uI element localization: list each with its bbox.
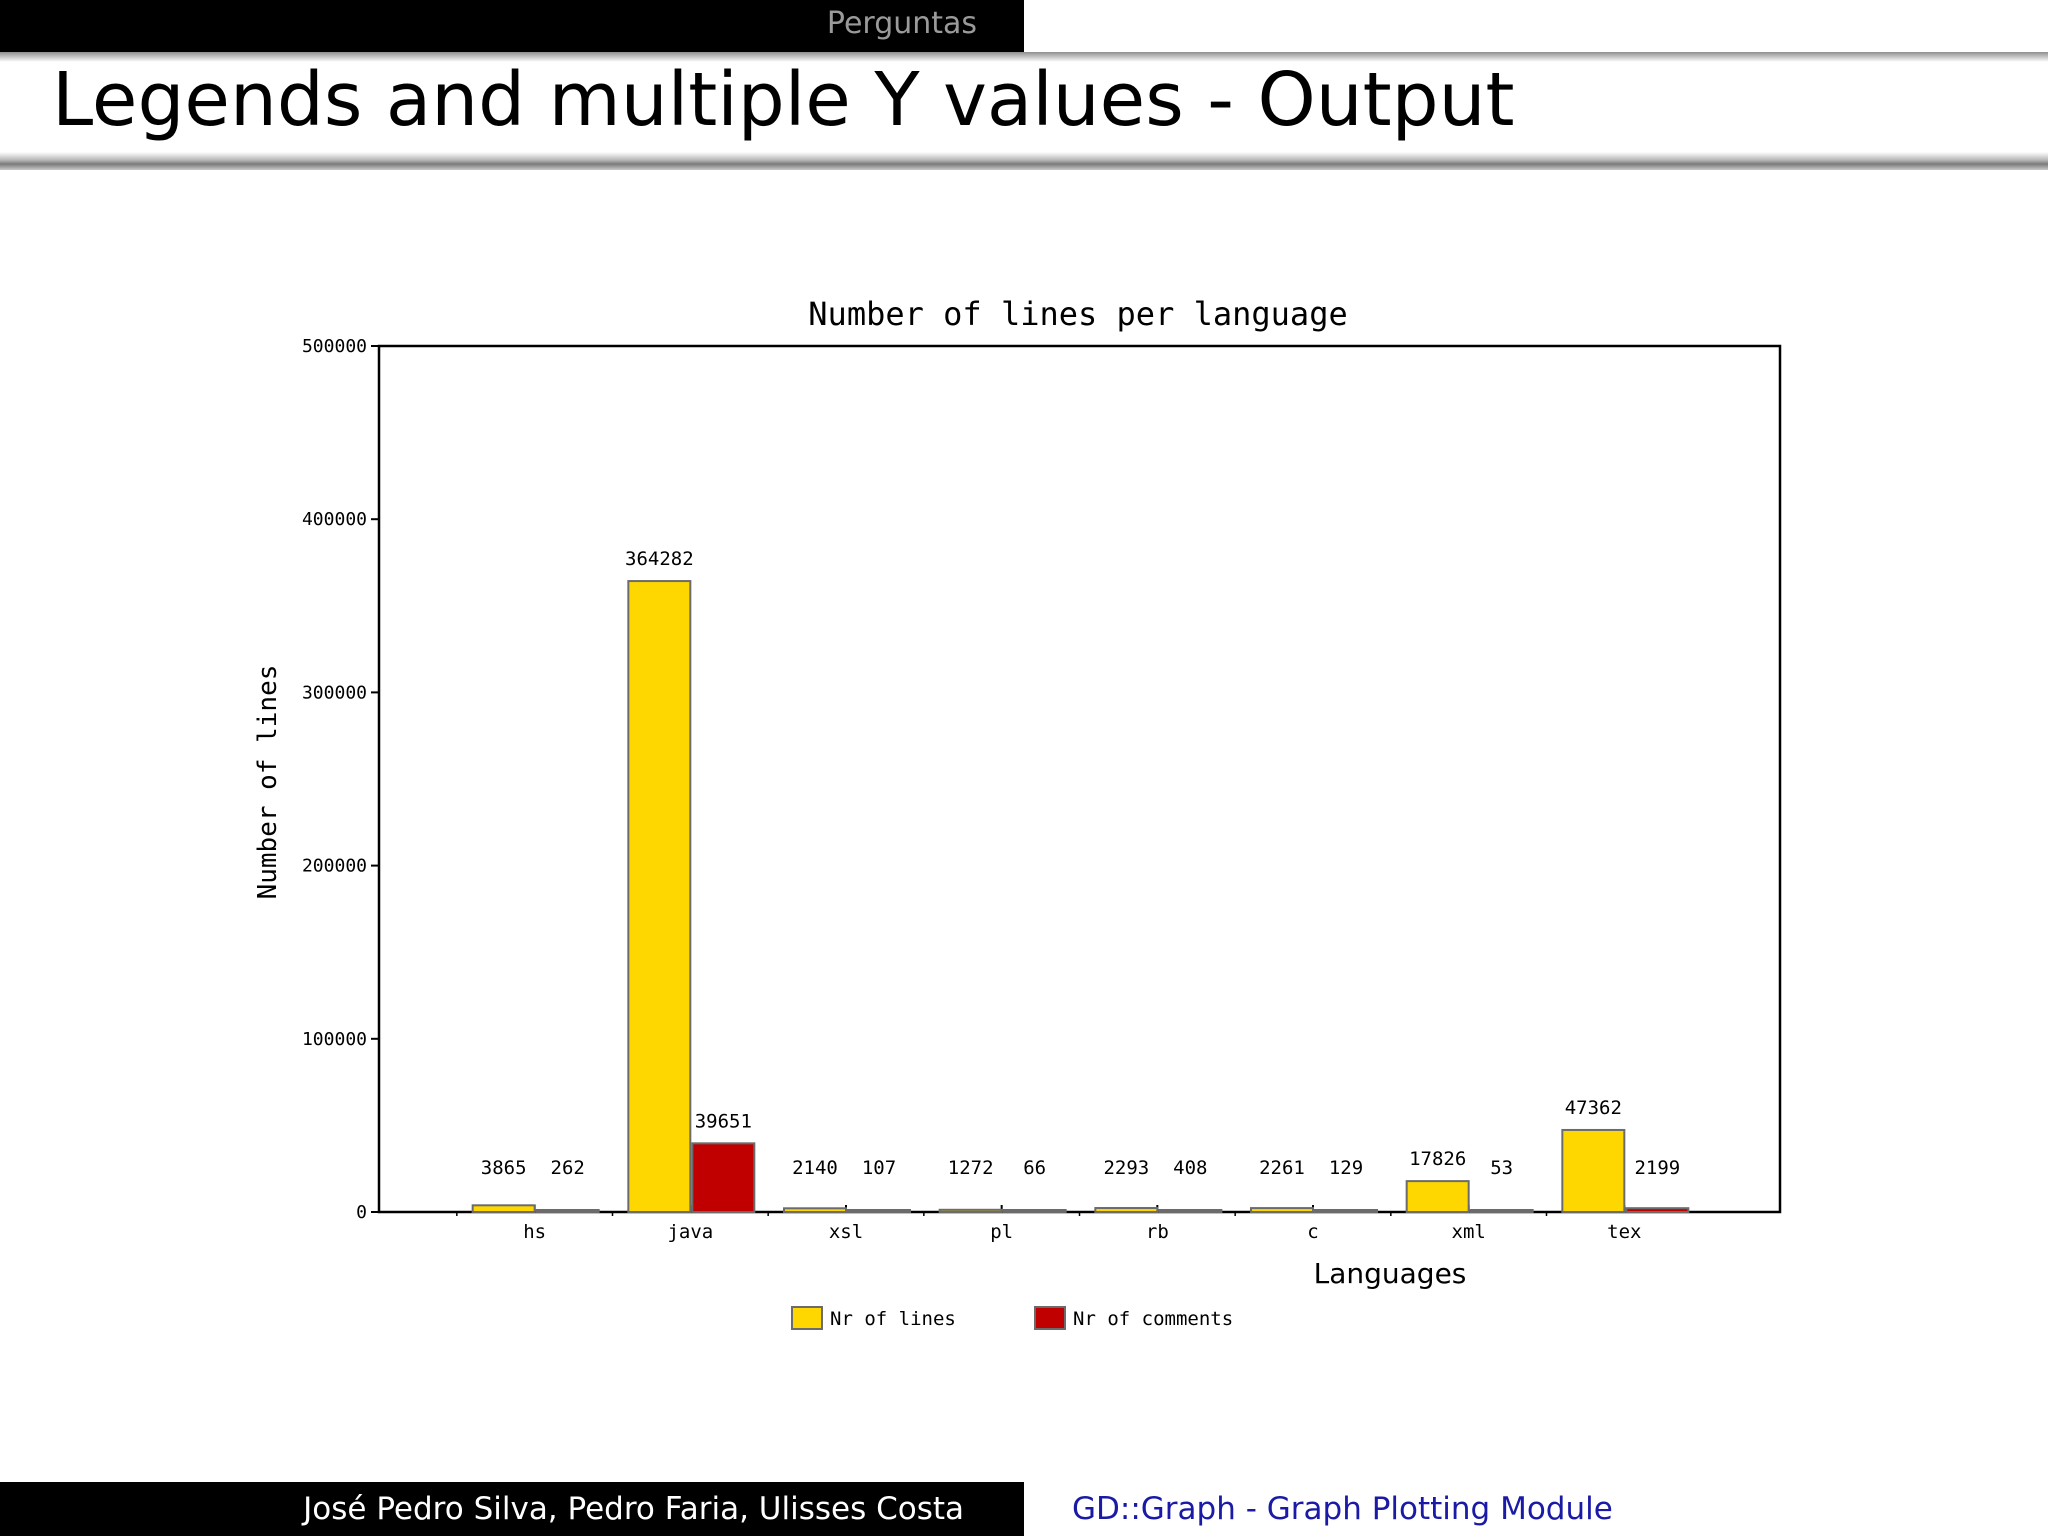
x-tick-label: pl xyxy=(990,1221,1013,1243)
x-tick-label: xsl xyxy=(829,1221,863,1243)
data-label: 47362 xyxy=(1565,1097,1622,1119)
footer: José Pedro Silva, Pedro Faria, Ulisses C… xyxy=(0,1482,2048,1536)
section-label: Perguntas xyxy=(826,6,978,41)
y-tick-label: 100000 xyxy=(302,1029,367,1050)
bar-comments xyxy=(1625,1207,1690,1213)
footer-talk-title: GD::Graph - Graph Plotting Module xyxy=(1072,1491,1613,1527)
bar-comments xyxy=(691,1142,756,1213)
x-tick-label: java xyxy=(667,1221,713,1243)
data-label: 107 xyxy=(862,1157,896,1179)
plot-frame xyxy=(377,344,1782,1214)
data-label: 66 xyxy=(1023,1157,1046,1179)
bar-lines xyxy=(627,580,692,1213)
footer-right: GD::Graph - Graph Plotting Module xyxy=(1024,1482,2048,1536)
bar-lines xyxy=(1561,1128,1626,1213)
bar-lines xyxy=(1094,1207,1159,1214)
y-tick-label: 0 xyxy=(356,1202,367,1223)
x-tick-label: xml xyxy=(1452,1221,1486,1243)
x-tick-label: rb xyxy=(1146,1221,1169,1243)
data-label: 2293 xyxy=(1103,1157,1149,1179)
bar-lines xyxy=(783,1207,847,1214)
y-tick-label: 200000 xyxy=(302,856,367,877)
x-tick-label: hs xyxy=(523,1221,546,1243)
bar-comments xyxy=(1314,1209,1378,1213)
data-label: 2261 xyxy=(1259,1157,1305,1179)
y-axis-label: Number of lines xyxy=(253,665,283,900)
legend-label: Nr of lines xyxy=(830,1308,956,1330)
top-bar: Perguntas xyxy=(0,0,2048,52)
slide-title: Legends and multiple Y values - Output xyxy=(52,57,1515,143)
bar-comments xyxy=(847,1209,911,1213)
data-label: 39651 xyxy=(695,1110,752,1132)
bar-lines xyxy=(471,1204,536,1213)
y-tick-label: 400000 xyxy=(302,509,367,530)
bar-comments xyxy=(1002,1209,1067,1213)
x-axis-label: Languages xyxy=(1314,1257,1467,1290)
top-bar-left xyxy=(0,0,1024,52)
bar-comments xyxy=(1158,1209,1223,1213)
bar-chart: Number of lines per language Number of l… xyxy=(253,295,1782,1330)
data-label: 2199 xyxy=(1634,1157,1680,1179)
x-tick-label: c xyxy=(1307,1221,1318,1243)
data-label: 129 xyxy=(1329,1157,1363,1179)
bar-lines xyxy=(1250,1207,1314,1214)
legend-swatch-comments xyxy=(1034,1306,1066,1330)
bar-comments xyxy=(535,1209,600,1213)
y-tick-label: 500000 xyxy=(302,336,367,357)
bar-lines xyxy=(1405,1180,1470,1213)
title-band xyxy=(0,52,2048,170)
data-label: 17826 xyxy=(1409,1148,1466,1170)
footer-authors: José Pedro Silva, Pedro Faria, Ulisses C… xyxy=(303,1491,964,1527)
data-label: 2140 xyxy=(792,1157,838,1179)
legend-swatch-lines xyxy=(791,1306,823,1330)
data-label: 262 xyxy=(551,1157,585,1179)
bar-comments xyxy=(1469,1209,1534,1213)
data-label: 364282 xyxy=(625,548,694,570)
x-tick-label: tex xyxy=(1607,1221,1641,1243)
data-label: 53 xyxy=(1490,1157,1513,1179)
data-label: 1272 xyxy=(948,1157,994,1179)
data-label: 3865 xyxy=(481,1157,527,1179)
chart-title: Number of lines per language xyxy=(808,295,1347,333)
data-label: 408 xyxy=(1173,1157,1207,1179)
y-tick-label: 300000 xyxy=(302,682,367,703)
legend: Nr of lines Nr of comments xyxy=(791,1306,1233,1330)
legend-label: Nr of comments xyxy=(1073,1308,1233,1330)
footer-left: José Pedro Silva, Pedro Faria, Ulisses C… xyxy=(0,1482,1024,1536)
bar-lines xyxy=(938,1208,1003,1213)
